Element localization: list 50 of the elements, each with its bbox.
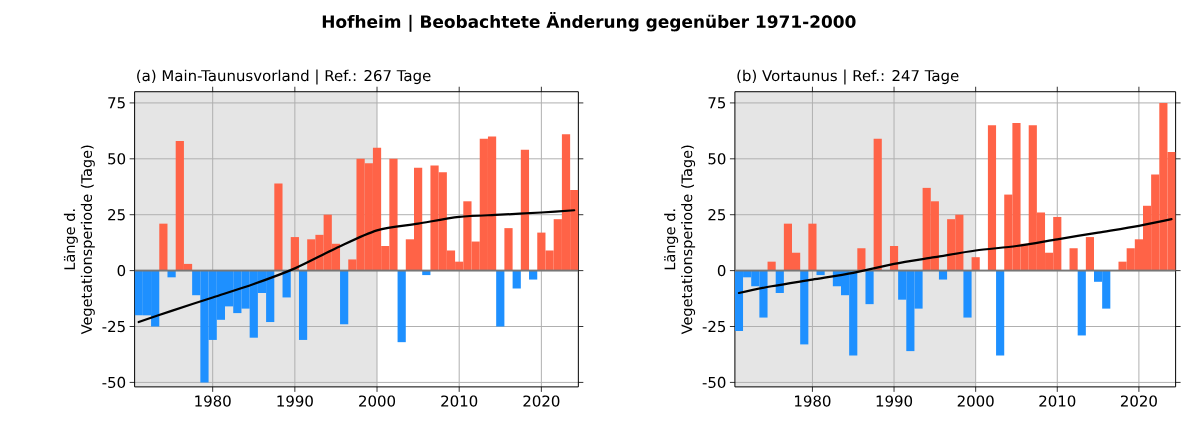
bar bbox=[512, 270, 521, 289]
x-tick-label: 2010 bbox=[1039, 395, 1076, 407]
y-tick-label: 0 bbox=[117, 265, 126, 277]
bar bbox=[996, 270, 1005, 356]
x-tick-label: 2000 bbox=[359, 395, 396, 407]
bar bbox=[274, 183, 283, 271]
line-series bbox=[737, 218, 1173, 295]
y-tick-label: 0 bbox=[717, 265, 726, 277]
y-axis-title: Länge d. Vegetationsperiode (Tage) bbox=[63, 145, 95, 335]
bar bbox=[397, 270, 406, 343]
bar bbox=[963, 270, 972, 318]
chart-subtitle: (a) Main-Taunusvorland | Ref.: 267 Tage bbox=[137, 69, 431, 85]
y-tick-label: 25 bbox=[708, 209, 726, 221]
line-series bbox=[137, 209, 576, 324]
chart-title: Hofheim | Beobachtete Änderung gegenüber 1971-2000 bbox=[322, 12, 856, 32]
x-tick-label: 2000 bbox=[957, 395, 994, 407]
y-tick-label: -50 bbox=[102, 376, 126, 389]
bar bbox=[971, 257, 980, 271]
bar bbox=[496, 270, 505, 327]
bar bbox=[800, 270, 809, 345]
bar bbox=[1077, 270, 1086, 336]
y-axis-title: Länge d. Vegetationsperiode (Tage) bbox=[664, 145, 696, 335]
bar bbox=[340, 270, 349, 325]
y-tick-label: 50 bbox=[108, 153, 126, 165]
bar bbox=[520, 149, 530, 271]
bar bbox=[159, 223, 168, 271]
bar bbox=[865, 270, 874, 305]
bar bbox=[808, 223, 817, 271]
x-tick-label: 2020 bbox=[523, 395, 560, 407]
x-tick-label: 2010 bbox=[441, 395, 478, 407]
bar bbox=[1085, 237, 1094, 271]
bar bbox=[873, 138, 882, 271]
y-tick-label: 50 bbox=[708, 153, 726, 165]
y-tick-label: -25 bbox=[702, 320, 726, 333]
y-tick-label: 25 bbox=[108, 209, 125, 221]
x-tick-label: 1980 bbox=[795, 395, 831, 407]
y-tick-label: 75 bbox=[708, 97, 726, 109]
bar bbox=[298, 270, 308, 341]
y-tick-label: -25 bbox=[102, 320, 125, 333]
bar bbox=[857, 248, 866, 271]
y-tick-label: -50 bbox=[702, 376, 726, 389]
bar bbox=[504, 228, 513, 271]
x-tick-label: 1980 bbox=[195, 395, 231, 407]
bar bbox=[987, 125, 997, 271]
x-tick-label: 1990 bbox=[876, 395, 913, 407]
y-tick-label: 75 bbox=[108, 97, 125, 109]
x-tick-label: 1990 bbox=[277, 395, 313, 407]
chart-subtitle: (b) Vortaunus | Ref.: 247 Tage bbox=[737, 69, 959, 85]
bar bbox=[1069, 248, 1078, 271]
x-tick-label: 2020 bbox=[1120, 395, 1157, 407]
